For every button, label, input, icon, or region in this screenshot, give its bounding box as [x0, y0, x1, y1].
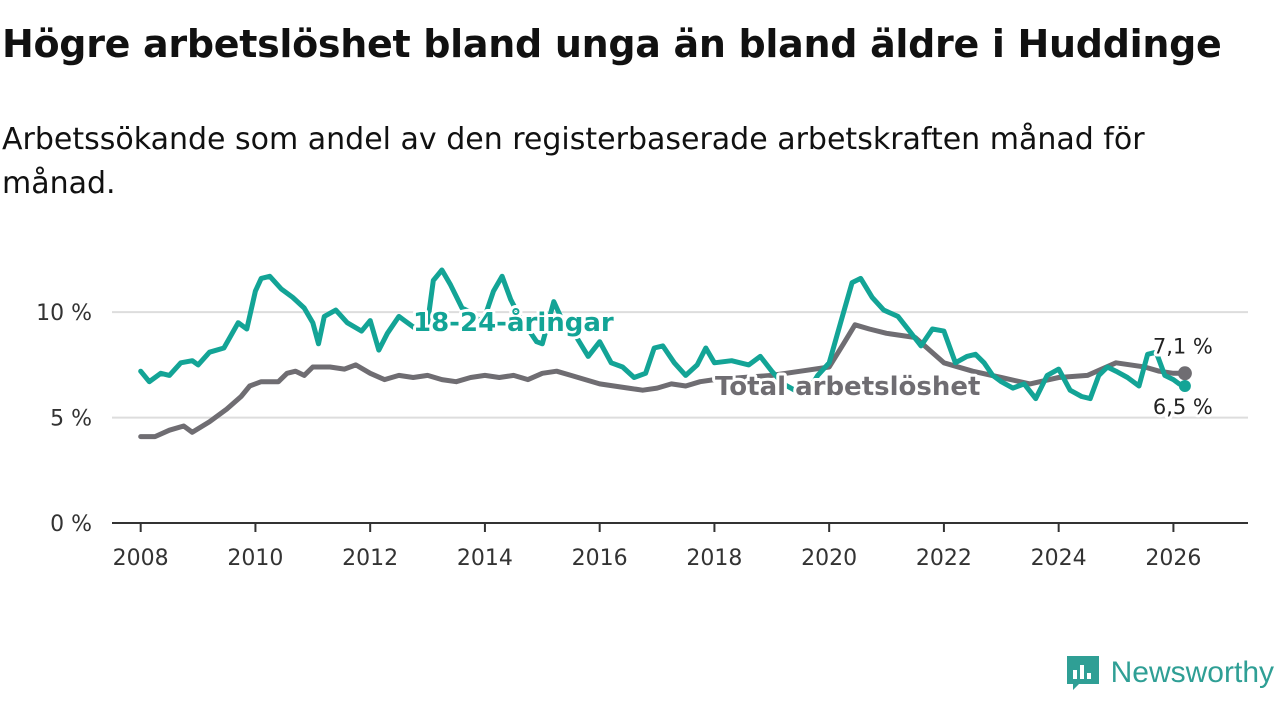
- end-point-youth: [1178, 379, 1191, 392]
- x-tick-label: 2016: [572, 546, 628, 571]
- end-label-total: 7,1 %: [1153, 334, 1213, 358]
- x-tick-label: 2024: [1031, 546, 1087, 571]
- x-tick-label: 2014: [457, 546, 513, 571]
- x-tick-label: 2008: [113, 546, 169, 571]
- series-label-total: Total arbetslöshet: [715, 372, 980, 402]
- x-axis: 2008 2010 2012 2014 2016 2018 2020 2022 2024 2026: [112, 522, 1248, 571]
- series-line-youth: [138, 267, 1188, 402]
- line-chart: 0 %5 %10 % 2008 2010 2012 2014 2016 2018 2020 2…: [36, 267, 1248, 571]
- series-lines: [138, 267, 1188, 440]
- series-line-total: [138, 322, 1188, 440]
- series-label-youth: 18-24-åringar: [413, 306, 614, 338]
- x-tick-label: 2022: [916, 546, 972, 571]
- y-tick-label: 10 %: [36, 301, 92, 326]
- gridlines: [112, 311, 1248, 419]
- series-labels: 7,1 % 6,5 % 18-24-åringar Total arbetslöshe…: [410, 303, 1216, 422]
- newsworthy-logo: Newsworthy: [1065, 654, 1274, 692]
- x-tick-label: 2010: [227, 546, 283, 571]
- x-tick-label: 2018: [686, 546, 742, 571]
- end-label-youth: 6,5 %: [1153, 395, 1213, 419]
- brand-name: Newsworthy: [1110, 656, 1274, 689]
- chart-subtitle: Arbetssökande som andel av den registerb…: [2, 122, 1145, 201]
- x-tick-label: 2020: [801, 546, 857, 571]
- x-tick-label: 2026: [1145, 546, 1201, 571]
- y-tick-label: 0 %: [50, 512, 92, 537]
- y-axis-ticks: 0 % 5 % 10 %: [36, 301, 92, 537]
- x-tick-label: 2012: [342, 546, 398, 571]
- y-tick-label: 5 %: [50, 407, 92, 432]
- newsworthy-icon: [1066, 656, 1099, 690]
- end-point-total: [1177, 366, 1192, 381]
- chart-title: Högre arbetslöshet bland unga än bland ä…: [2, 22, 1222, 66]
